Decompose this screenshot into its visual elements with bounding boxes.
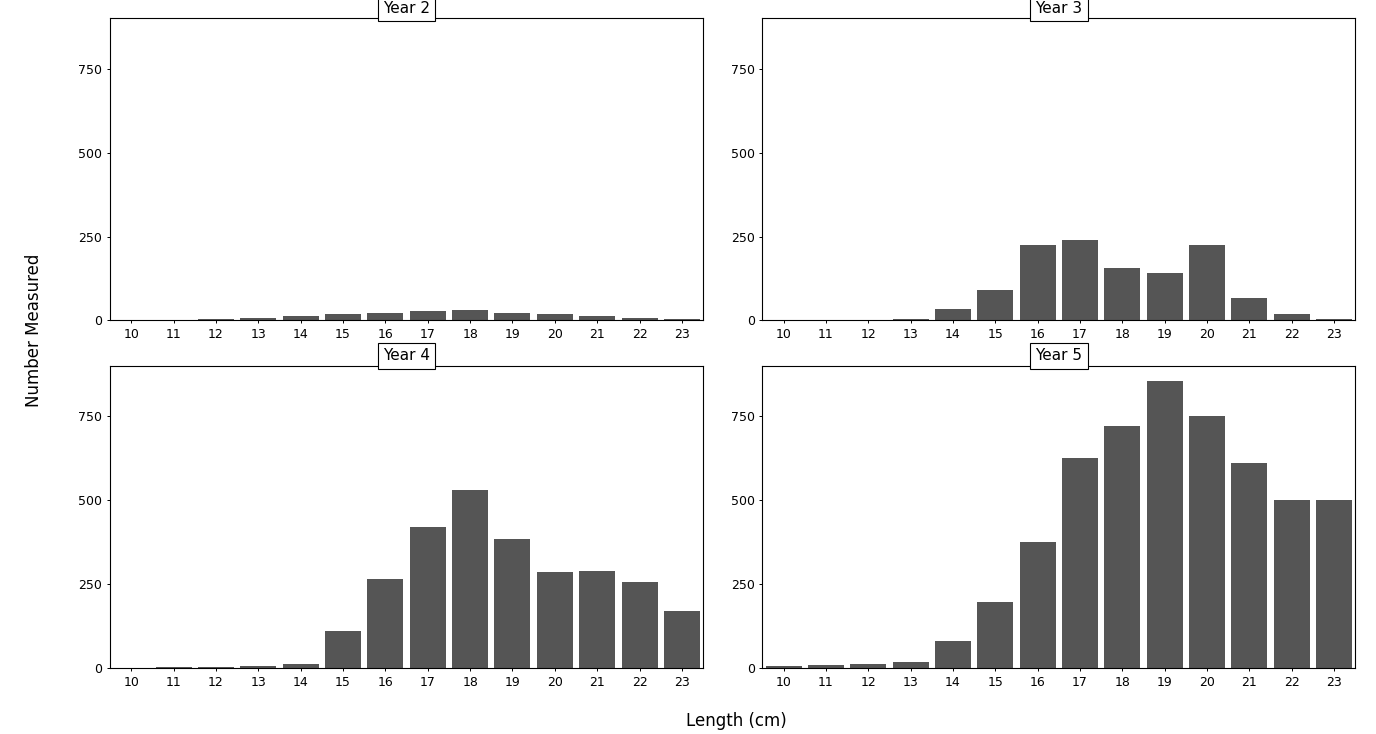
Bar — [622, 318, 658, 321]
Bar — [537, 573, 572, 668]
Bar — [1317, 319, 1353, 321]
Bar — [1020, 245, 1055, 321]
Title: Year 3: Year 3 — [1035, 1, 1083, 16]
Bar — [325, 631, 361, 668]
Title: Year 4: Year 4 — [383, 348, 431, 363]
Bar — [198, 667, 234, 668]
Bar — [765, 666, 802, 668]
Bar — [622, 582, 658, 668]
Bar — [934, 641, 971, 668]
Title: Year 5: Year 5 — [1035, 348, 1083, 363]
Bar — [1105, 426, 1141, 668]
Bar — [1062, 458, 1098, 668]
Bar — [808, 665, 843, 668]
Bar — [893, 662, 929, 668]
Bar — [1232, 463, 1267, 668]
Bar — [1274, 314, 1310, 321]
Bar — [410, 527, 446, 668]
Bar — [537, 314, 572, 321]
Bar — [579, 570, 615, 668]
Bar — [453, 490, 488, 668]
Title: Year 2: Year 2 — [383, 1, 431, 16]
Bar — [1105, 269, 1141, 321]
Bar — [1020, 542, 1055, 668]
Bar — [367, 313, 403, 321]
Bar — [977, 290, 1013, 321]
Bar — [579, 316, 615, 321]
Bar — [325, 314, 361, 321]
Text: Length (cm): Length (cm) — [685, 712, 787, 730]
Bar — [453, 310, 488, 321]
Bar — [1189, 245, 1225, 321]
Bar — [367, 579, 403, 668]
Bar — [663, 611, 700, 668]
Bar — [1189, 416, 1225, 668]
Bar — [850, 664, 886, 668]
Bar — [1232, 298, 1267, 321]
Bar — [241, 318, 277, 321]
Bar — [934, 309, 971, 321]
Bar — [198, 319, 234, 321]
Bar — [494, 539, 531, 668]
Bar — [1146, 381, 1183, 668]
Bar — [282, 664, 319, 668]
Bar — [494, 313, 531, 321]
Bar — [282, 316, 319, 321]
Bar — [1317, 500, 1353, 668]
Bar — [410, 311, 446, 321]
Bar — [241, 666, 277, 668]
Bar — [663, 319, 700, 321]
Bar — [1146, 274, 1183, 321]
Text: Number Measured: Number Measured — [25, 254, 44, 407]
Bar — [1274, 500, 1310, 668]
Bar — [977, 603, 1013, 668]
Bar — [893, 319, 929, 321]
Bar — [1062, 240, 1098, 321]
